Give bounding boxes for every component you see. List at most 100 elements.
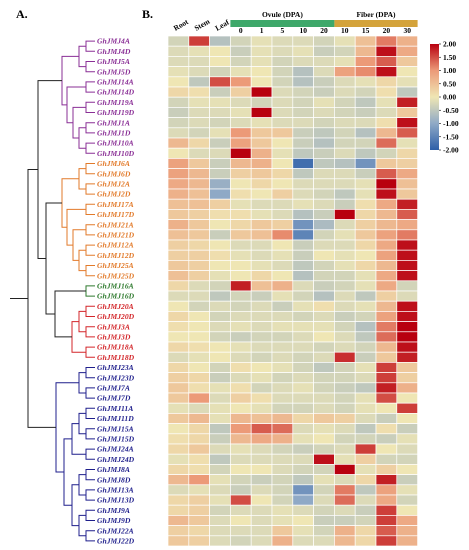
gene-label: GhJMJ2A [97, 180, 130, 189]
heatmap-cell [188, 392, 210, 404]
tree-branch [85, 326, 95, 338]
heatmap-cell [292, 168, 314, 180]
heatmap-cell [334, 107, 356, 118]
tree-branch [54, 290, 86, 338]
heatmap-cell [375, 45, 398, 57]
heatmap-cell [354, 484, 377, 496]
heatmap-cell [292, 117, 314, 129]
heatmap-cell [396, 117, 418, 129]
heatmap-cell [167, 35, 190, 47]
heatmap-cell [354, 96, 377, 108]
stage-column-label: 10 [341, 26, 349, 35]
stage-column-label: 1 [260, 26, 264, 35]
heatmap-cell [354, 535, 377, 547]
heatmap-cell [250, 474, 273, 486]
heatmap-cell [334, 137, 356, 149]
heatmap-cell [313, 198, 335, 210]
heatmap-cell [396, 402, 418, 414]
heatmap-cell [167, 392, 190, 404]
heatmap-cell [292, 96, 314, 108]
gene-label: GhJMJ11A [97, 404, 133, 413]
heatmap-cell [271, 515, 294, 526]
heatmap-cell [334, 515, 356, 526]
heatmap-cell [230, 474, 252, 486]
heatmap-cell [230, 351, 252, 363]
heatmap-cell [250, 76, 273, 88]
tree-branch [85, 122, 95, 134]
gene-label: GhJMJ22D [97, 537, 135, 546]
heatmap-cell [292, 76, 314, 88]
heatmap-cell [292, 402, 314, 414]
heatmap-cell [354, 321, 377, 333]
heatmap-cell [313, 300, 335, 312]
heatmap-cell [354, 178, 377, 190]
legend-tick-label: 1.50 [443, 53, 456, 62]
heatmap-cell [292, 474, 314, 486]
heatmap-cell [313, 56, 335, 67]
heatmap-cell [167, 127, 190, 139]
heatmap-cell [375, 300, 398, 312]
heatmap-cell [230, 45, 252, 57]
heatmap-cell [230, 515, 252, 526]
heatmap-cell [354, 117, 377, 129]
heatmap-cell [250, 137, 273, 149]
heatmap-cell [375, 535, 398, 547]
heatmap-cell [375, 178, 398, 190]
heatmap-cell [354, 433, 377, 445]
heatmap-cell [375, 229, 398, 241]
heatmap-cell [188, 504, 210, 516]
heatmap-cell [230, 249, 252, 261]
heatmap-cell [396, 351, 418, 363]
heatmap-cell [292, 66, 314, 78]
heatmap-cell [167, 331, 190, 343]
heatmap-cell [167, 484, 190, 496]
heatmap-cell [313, 464, 335, 475]
heatmap-cell [250, 341, 273, 353]
gene-label: GhJMJ19D [97, 108, 135, 117]
heatmap-cell [396, 188, 418, 200]
heatmap-cell [396, 300, 418, 312]
heatmap-cell [271, 535, 294, 547]
heatmap-cell [209, 423, 231, 435]
heatmap-cell [334, 249, 356, 261]
gene-label: GhJMJ13A [97, 486, 134, 495]
heatmap-cell [396, 229, 418, 241]
heatmap-cell [313, 525, 335, 537]
heatmap-cell [334, 504, 356, 516]
heatmap-cell [313, 535, 335, 547]
heatmap-cell [354, 443, 377, 455]
gene-label: GhJMJ24A [97, 445, 134, 454]
heatmap-cell [396, 494, 418, 506]
heatmap-cell [334, 219, 356, 231]
gene-label: GhJMJ18A [97, 343, 134, 352]
heatmap-cell [292, 107, 314, 118]
heatmap-cell [292, 198, 314, 210]
gene-label: GhJMJ25A [97, 261, 134, 270]
heatmap-cell [354, 188, 377, 200]
stage-column-label: 15 [362, 26, 370, 35]
tree-branch [85, 530, 95, 542]
heatmap-cell [313, 382, 335, 394]
heatmap-cell [375, 413, 398, 424]
heatmap-cell [375, 219, 398, 231]
heatmap-cell [188, 107, 210, 118]
heatmap-cell [250, 209, 273, 220]
panel-b-label: B. [142, 7, 153, 21]
heatmap-cell [292, 86, 314, 98]
heatmap-cell [396, 158, 418, 169]
heatmap-cell [292, 515, 314, 526]
heatmap-cell [396, 464, 418, 475]
heatmap-cell [230, 188, 252, 200]
heatmap-cell [396, 209, 418, 220]
stage-column-label: 20 [320, 26, 328, 35]
heatmap-cell [292, 137, 314, 149]
heatmap-cell [313, 147, 335, 159]
heatmap-cell [167, 321, 190, 333]
heatmap-cell [167, 86, 190, 98]
heatmap-cell [209, 66, 231, 78]
heatmap-cell [250, 168, 273, 180]
heatmap-cell [209, 127, 231, 139]
tree-branch [85, 469, 95, 481]
heatmap-cell [209, 219, 231, 231]
heatmap-cell [188, 137, 210, 149]
